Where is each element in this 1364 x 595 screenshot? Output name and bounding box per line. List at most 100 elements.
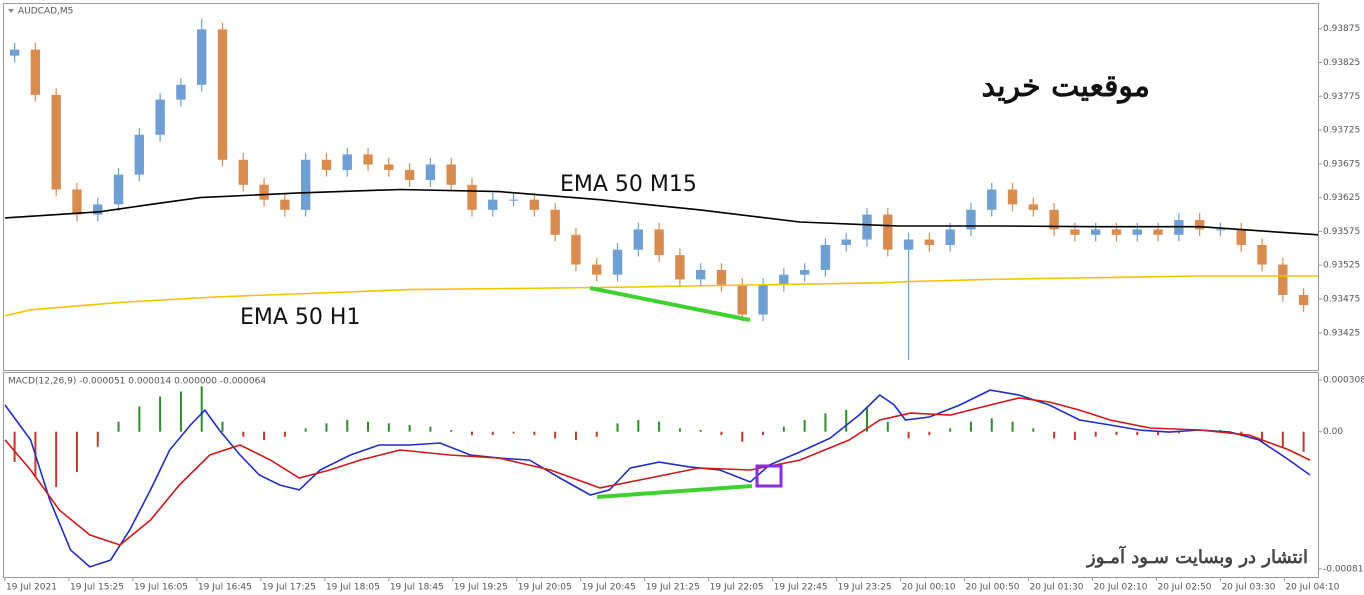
candle-body — [134, 134, 145, 175]
candle-body — [51, 94, 61, 190]
macd-histogram-bar — [283, 431, 286, 437]
x-tick-label: 20 Jul 02:10 — [1094, 583, 1148, 593]
macd-histogram-bar — [491, 431, 494, 436]
x-tick-label: 20 Jul 00:10 — [902, 583, 956, 593]
candle-body — [1007, 189, 1018, 205]
candle-body — [238, 159, 248, 185]
candle-body — [342, 154, 352, 170]
macd-histogram-bar — [159, 396, 162, 432]
candle-body — [1111, 229, 1122, 235]
candle-body — [72, 189, 82, 215]
candle-body — [529, 199, 540, 210]
candle-body — [654, 229, 664, 256]
macd-histogram-bar — [346, 419, 349, 432]
ema-label: EMA 50 H1 — [240, 305, 360, 330]
candle-body — [1132, 229, 1142, 235]
macd-histogram-bar — [741, 431, 744, 442]
candle-body — [758, 284, 768, 315]
candle-body — [695, 269, 706, 280]
macd-histogram-bar — [866, 406, 869, 432]
candle-body — [945, 229, 955, 245]
candle-body — [488, 199, 498, 210]
macd-histogram-bar — [637, 419, 640, 432]
candle-body — [508, 199, 519, 201]
candle-body — [924, 239, 935, 245]
trade-annotation: موقعیت خرید — [981, 69, 1150, 104]
x-tick-label: 19 Jul 2021 — [6, 583, 57, 593]
candle-body — [259, 184, 269, 200]
macd-histogram-bar — [1177, 431, 1180, 434]
macd-histogram-bar — [117, 421, 120, 432]
candle-body — [1028, 204, 1039, 210]
candle-body — [737, 284, 747, 315]
macd-histogram-bar — [803, 419, 806, 432]
macd-histogram-bar — [554, 431, 557, 439]
macd-histogram-bar — [658, 421, 661, 432]
macd-histogram-bar — [1053, 431, 1056, 439]
candle-body — [1070, 229, 1080, 235]
macd-histogram-bar — [242, 431, 245, 437]
macd-line — [4, 389, 1311, 568]
price-pane-title: AUDCAD,M5 — [18, 7, 73, 17]
crossover-box — [755, 464, 783, 488]
x-tick-label: 19 Jul 18:05 — [326, 583, 380, 593]
candle-body — [799, 269, 810, 275]
candle-body — [30, 49, 41, 95]
macd-histogram-bar — [1136, 431, 1139, 436]
macd-histogram-bar — [13, 431, 16, 462]
x-tick-label: 19 Jul 17:25 — [262, 583, 316, 593]
macd-histogram-bar — [55, 431, 58, 488]
macd-histogram-bar — [574, 431, 577, 441]
macd-histogram-bar — [1240, 431, 1243, 436]
candle-body — [363, 154, 373, 165]
macd-histogram-bar — [263, 431, 266, 441]
candle-body — [425, 164, 436, 181]
candle-body — [862, 214, 872, 240]
x-tick-label: 19 Jul 20:05 — [518, 583, 572, 593]
macd-histogram-bar — [595, 431, 598, 437]
x-tick-label: 19 Jul 16:45 — [198, 583, 252, 593]
x-tick-label: 19 Jul 22:45 — [774, 583, 828, 593]
candle-body — [9, 49, 20, 56]
macd-histogram-bar — [845, 409, 848, 432]
candle-body — [903, 239, 914, 250]
macd-histogram-bar — [907, 431, 910, 439]
candle-body — [779, 274, 789, 285]
x-tick-label: 19 Jul 20:45 — [582, 583, 636, 593]
macd-histogram-bar — [1302, 431, 1305, 452]
candle-body — [404, 169, 415, 181]
y-tick-label: 0.93425 — [1323, 328, 1360, 338]
candle-body — [841, 239, 851, 245]
candle-body — [93, 204, 103, 215]
macd-histogram-bar — [616, 423, 619, 432]
macd-histogram-bar — [990, 418, 993, 432]
divergence-line — [596, 484, 753, 499]
macd-histogram-bar — [1032, 428, 1035, 432]
macd-histogram-bar — [678, 428, 681, 432]
macd-histogram-bar — [1094, 431, 1097, 437]
candle-body — [592, 264, 602, 275]
x-tick-label: 19 Jul 18:45 — [390, 583, 444, 593]
ema-line — [4, 188, 1319, 236]
candle-body — [1049, 209, 1059, 230]
macd-line — [4, 397, 1311, 546]
x-tick-label: 19 Jul 23:25 — [838, 583, 892, 593]
macd-histogram-bar — [533, 431, 536, 436]
macd-pane-title: MACD(12,26,9) -0.000051 0.000014 0.00000… — [8, 377, 266, 387]
candle-body — [321, 159, 332, 170]
candle-body — [987, 189, 997, 210]
macd-histogram-bar — [304, 428, 307, 432]
x-tick-label: 20 Jul 04:10 — [1285, 583, 1339, 593]
x-tick-label: 19 Jul 15:25 — [70, 583, 124, 593]
y-tick-label: 0.93625 — [1323, 193, 1360, 203]
macd-histogram-bar — [949, 428, 952, 432]
candle-body — [1298, 294, 1309, 306]
ema-label: EMA 50 M15 — [560, 172, 697, 197]
y-tick-label: 0.93725 — [1323, 126, 1360, 136]
macd-histogram-bar — [325, 423, 328, 432]
macd-histogram-bar — [969, 421, 972, 432]
x-tick-label: 20 Jul 02:50 — [1157, 583, 1211, 593]
candle-body — [446, 164, 456, 185]
